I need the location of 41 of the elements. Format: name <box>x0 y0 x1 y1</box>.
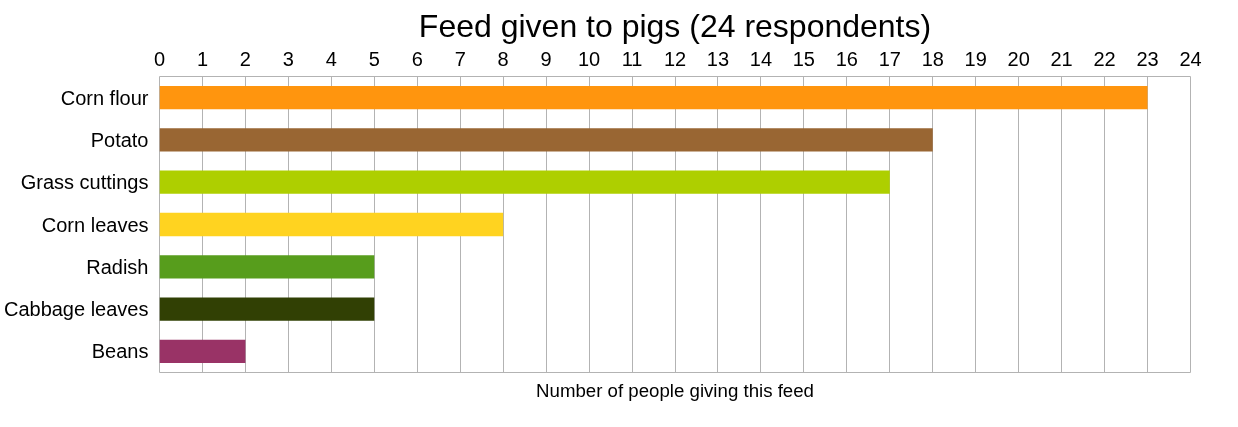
x-tick-label: 2 <box>239 47 251 70</box>
y-tick-label: Cabbage leaves <box>3 298 149 321</box>
bar <box>159 212 504 237</box>
x-tick-label: 17 <box>878 47 901 70</box>
x-tick-label: 5 <box>368 47 380 70</box>
x-tick-label: 24 <box>1179 47 1202 70</box>
y-tick-label: Beans <box>91 340 149 363</box>
y-tick-label: Potato <box>90 128 149 151</box>
x-tick-label: 16 <box>835 47 858 70</box>
x-tick-label: 21 <box>1050 47 1073 70</box>
bar <box>159 339 246 363</box>
bar <box>159 297 375 321</box>
x-tick-label: 19 <box>964 47 987 70</box>
x-tick-label: 14 <box>749 47 773 70</box>
x-tick-label: 1 <box>196 47 209 70</box>
x-tick-label: 18 <box>921 47 944 70</box>
y-tick-label: Radish <box>86 255 149 278</box>
y-tick-label: Corn leaves <box>41 213 149 236</box>
chart-title: Feed given to pigs (24 respondents) <box>418 7 932 44</box>
x-tick-label: 11 <box>621 47 643 70</box>
y-tick-label: Corn flour <box>60 86 149 109</box>
bar <box>159 255 375 279</box>
x-tick-label: 7 <box>454 47 466 70</box>
x-tick-label: 9 <box>540 47 552 70</box>
x-tick-label: 23 <box>1136 47 1159 70</box>
bar <box>159 86 1148 110</box>
x-tick-label: 8 <box>497 47 509 70</box>
x-tick-label: 4 <box>325 47 337 70</box>
bar <box>159 170 890 194</box>
x-tick-label: 15 <box>792 47 815 70</box>
x-tick-label: 0 <box>153 47 166 70</box>
x-tick-label: 3 <box>282 47 294 70</box>
y-tick-label: Grass cuttings <box>20 171 149 194</box>
bar <box>159 128 933 152</box>
x-axis-title: Number of people giving this feed <box>536 379 814 401</box>
x-tick-label: 12 <box>663 47 687 70</box>
x-tick-label: 22 <box>1093 47 1116 70</box>
x-tick-label: 13 <box>706 47 730 70</box>
x-tick-label: 20 <box>1007 47 1030 70</box>
x-tick-label: 10 <box>577 47 601 70</box>
x-tick-label: 6 <box>411 47 423 70</box>
